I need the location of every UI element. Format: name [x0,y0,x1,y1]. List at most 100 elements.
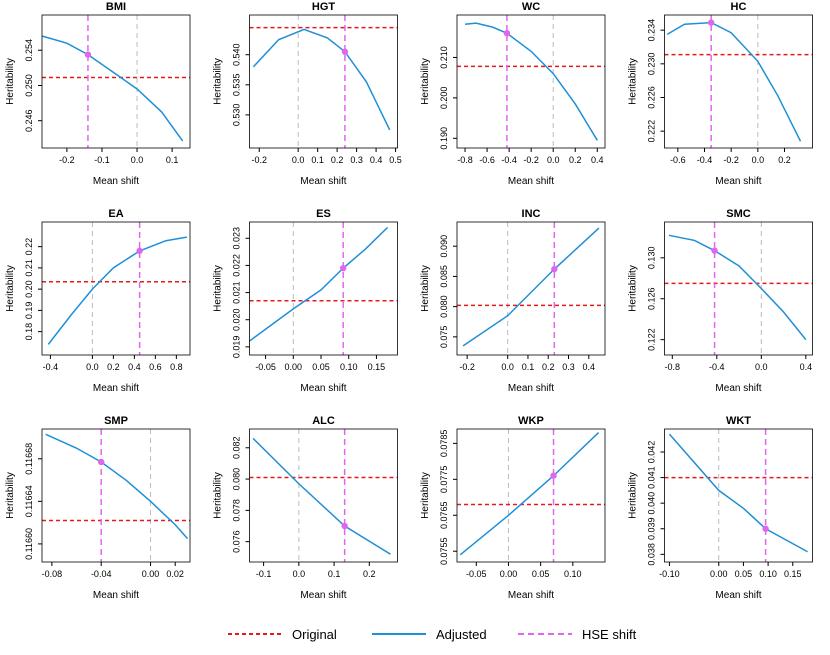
x-tick-label: 0.00 [710,569,728,579]
x-axis-label: Mean shift [93,383,139,394]
y-tick-label: 0.038 [647,543,657,566]
adjusted-line [252,437,391,555]
x-tick-label: -0.04 [91,569,112,579]
y-tick-label: 0.023 [232,227,242,250]
x-tick-label: 0.1 [311,155,324,165]
panel: WC Mean shift Heritability -0.8 -0.6 -0.4 -0.2… [420,1,606,187]
adjusted-line [668,234,807,341]
y-tick-label: 0.234 [647,19,657,42]
panel: EA Mean shift Heritability -0.4 0.0 0.2 0.4 0.6… [5,208,191,394]
y-tick-label: 0.210 [439,46,449,69]
hse-point [503,29,511,37]
panel: INC Mean shift Heritability -0.2 0.0 0.1 0.2 0.… [420,208,606,394]
plot-area [664,15,813,148]
plot-frame [664,428,813,563]
x-tick-label: -0.6 [670,155,686,165]
y-tick-label: 0.080 [232,468,242,491]
hse-point [550,472,557,479]
panel: ALC Mean shift Heritability -0.1 0.0 0.1 0.2 0.… [213,415,398,601]
x-tick-label: 0.10 [564,569,582,579]
y-axis-label: Heritability [5,58,16,105]
x-tick-label: 0.4 [583,362,596,372]
x-tick-label: -0.1 [256,569,272,579]
y-tick-label: 0.0775 [439,466,449,494]
panel-title: ALC [312,415,335,427]
adjusted-line [42,35,184,142]
y-tick-label: 0.11664 [24,485,34,517]
x-tick-label: 0.1 [328,569,341,579]
x-tick-label: 0.00 [142,569,160,579]
x-tick-label: 0.05 [532,569,550,579]
adjusted-line [464,22,598,141]
x-tick-label: 0.6 [149,362,162,372]
y-axis-label: Heritability [420,58,431,105]
y-tick-label: 0.085 [439,265,449,288]
legend-label: Adjusted [436,627,487,642]
y-tick-label: 0.042 [647,441,657,464]
x-tick-label: 0.0 [547,155,560,165]
plot-frame [664,221,813,356]
x-tick-label: 0.1 [166,155,179,165]
x-tick-label: -0.2 [459,362,475,372]
hse-point [762,525,769,532]
x-tick-label: 0.8 [170,362,183,372]
y-axis-label: Heritability [628,472,639,519]
x-axis-label: Mean shift [715,383,761,394]
y-tick-label: 0.0755 [439,537,449,565]
x-tick-label: -0.4 [697,155,713,165]
y-tick-label: 0.020 [232,308,242,331]
plot-area [249,429,398,562]
x-tick-label: 0.5 [389,155,402,165]
x-axis-label: Mean shift [715,176,761,187]
adjusted-line [459,432,600,556]
y-axis-label: Heritability [213,265,224,312]
x-tick-label: 0.4 [800,362,813,372]
y-tick-label: 0.20 [24,280,34,298]
y-tick-label: 0.041 [647,466,657,489]
x-tick-label: -0.05 [466,569,487,579]
panel-title: WKP [518,415,544,427]
hse-point [84,51,92,58]
panel-title: SMP [104,415,128,427]
hse-point [711,247,718,254]
hse-point [551,265,558,273]
y-tick-label: 0.540 [232,43,242,66]
x-tick-label: -0.10 [659,569,680,579]
y-axis-label: Heritability [213,472,224,519]
y-tick-label: 0.019 [232,336,242,359]
y-tick-label: 0.200 [439,87,449,110]
x-axis-label: Mean shift [508,590,554,601]
y-axis-label: Heritability [420,472,431,519]
legend-label: Original [292,627,337,642]
plot-frame [41,221,191,356]
y-tick-label: 0.230 [647,53,657,76]
adjusted-line [252,28,391,131]
x-tick-label: 0.3 [350,155,363,165]
panel-title: HGT [312,1,336,13]
y-tick-label: 0.0785 [439,430,449,458]
x-tick-label: -0.2 [251,155,267,165]
plot-frame [664,14,813,149]
y-tick-label: 0.076 [232,530,242,553]
y-tick-label: 0.021 [232,281,242,304]
y-axis-label: Heritability [420,265,431,312]
plot-frame [249,428,398,563]
x-tick-label: 0.02 [166,569,184,579]
plot-area [42,15,190,148]
legend-label: HSE shift [582,627,637,642]
x-tick-label: 0.00 [500,569,518,579]
x-tick-label: 0.4 [370,155,383,165]
panel: WKP Mean shift Heritability -0.05 0.00 0.05 0.… [420,415,606,601]
adjusted-line [462,227,600,347]
hse-point [136,247,143,255]
panel-title: HC [731,1,747,13]
x-tick-label: 0.0 [752,155,765,165]
x-axis-label: Mean shift [300,590,346,601]
x-tick-label: 0.10 [340,362,358,372]
adjusted-line [249,226,389,342]
y-axis-label: Heritability [628,58,639,105]
y-tick-label: 0.11660 [24,528,34,560]
y-tick-label: 0.19 [24,302,34,320]
y-tick-label: 0.21 [24,259,34,277]
x-tick-label: -0.08 [42,569,63,579]
